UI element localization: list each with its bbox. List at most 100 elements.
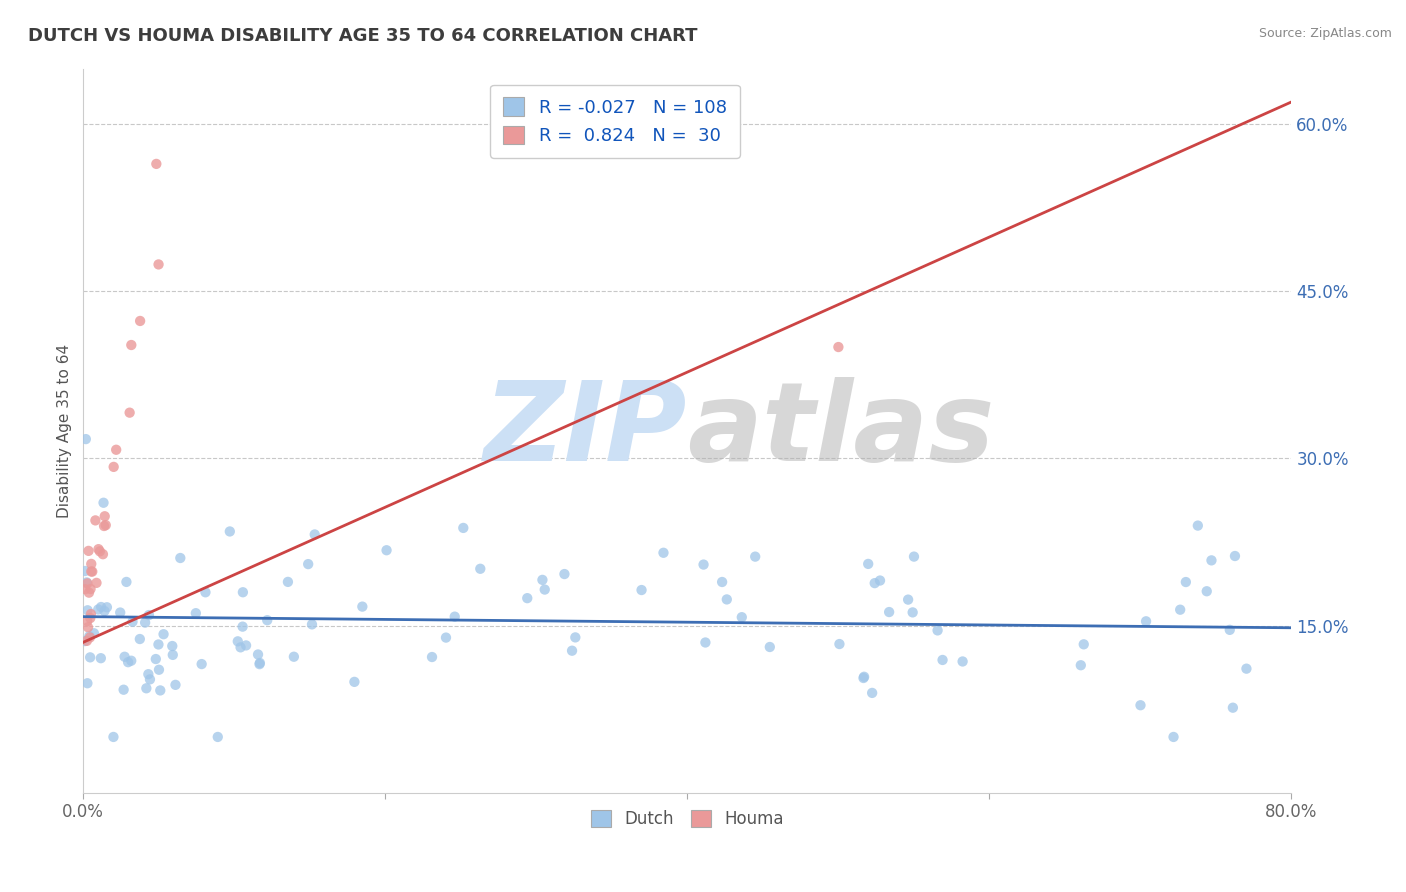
Point — [87, 602, 110, 616]
Point — [1168, 603, 1191, 617]
Point — [93, 519, 115, 533]
Point — [1073, 637, 1095, 651]
Point — [76, 614, 98, 628]
Point — [83, 626, 105, 640]
Point — [148, 257, 170, 271]
Point — [103, 459, 125, 474]
Point — [93, 604, 115, 618]
Point — [235, 639, 257, 653]
Point — [93, 509, 115, 524]
Point — [108, 606, 131, 620]
Point — [90, 651, 112, 665]
Point — [901, 606, 924, 620]
Point — [652, 546, 675, 560]
Point — [149, 683, 172, 698]
Point — [1174, 575, 1197, 590]
Point — [165, 678, 187, 692]
Point — [453, 521, 475, 535]
Point — [121, 615, 143, 629]
Point — [80, 565, 103, 579]
Text: DUTCH VS HOUMA DISABILITY AGE 35 TO 64 CORRELATION CHART: DUTCH VS HOUMA DISABILITY AGE 35 TO 64 C… — [28, 27, 697, 45]
Point — [1236, 662, 1258, 676]
Point — [103, 730, 125, 744]
Point — [1219, 623, 1241, 637]
Point — [86, 575, 108, 590]
Point — [80, 607, 103, 621]
Point — [897, 592, 920, 607]
Point — [134, 615, 156, 630]
Point — [105, 442, 128, 457]
Point — [301, 617, 323, 632]
Point — [79, 611, 101, 625]
Point — [744, 549, 766, 564]
Point — [93, 496, 115, 510]
Point — [114, 649, 136, 664]
Point — [1070, 658, 1092, 673]
Point — [375, 543, 398, 558]
Point — [952, 655, 974, 669]
Point — [420, 650, 443, 665]
Point — [184, 606, 207, 620]
Point — [162, 639, 184, 653]
Point — [531, 573, 554, 587]
Text: Source: ZipAtlas.com: Source: ZipAtlas.com — [1258, 27, 1392, 40]
Point — [117, 655, 139, 669]
Point — [304, 527, 326, 541]
Point — [79, 631, 101, 645]
Point — [89, 544, 111, 558]
Point — [1222, 700, 1244, 714]
Point — [860, 686, 883, 700]
Point — [877, 605, 900, 619]
Point — [630, 582, 652, 597]
Point — [152, 627, 174, 641]
Point — [226, 634, 249, 648]
Point — [96, 600, 118, 615]
Point — [443, 609, 465, 624]
Point — [138, 608, 160, 623]
Point — [120, 338, 142, 352]
Point — [1187, 518, 1209, 533]
Point — [207, 730, 229, 744]
Point — [711, 574, 734, 589]
Point — [135, 681, 157, 696]
Point — [1163, 730, 1185, 744]
Point — [863, 576, 886, 591]
Point — [1129, 698, 1152, 713]
Point — [828, 637, 851, 651]
Point — [145, 652, 167, 666]
Point — [77, 620, 100, 634]
Point — [470, 562, 492, 576]
Point — [218, 524, 240, 539]
Point — [148, 663, 170, 677]
Point — [931, 653, 953, 667]
Point — [533, 582, 555, 597]
Point — [561, 643, 583, 657]
Point — [716, 592, 738, 607]
Point — [118, 406, 141, 420]
Point — [1135, 615, 1157, 629]
Legend: Dutch, Houma: Dutch, Houma — [585, 804, 790, 835]
Point — [695, 635, 717, 649]
Point — [112, 682, 135, 697]
Point — [869, 574, 891, 588]
Point — [162, 648, 184, 662]
Point — [80, 557, 103, 571]
Point — [277, 574, 299, 589]
Point — [73, 634, 96, 648]
Point — [76, 676, 98, 690]
Point — [75, 432, 97, 446]
Point — [1195, 584, 1218, 599]
Point — [827, 340, 849, 354]
Point — [76, 633, 98, 648]
Point — [232, 620, 254, 634]
Point — [139, 673, 162, 687]
Point — [352, 599, 374, 614]
Point — [1223, 549, 1246, 563]
Point — [283, 649, 305, 664]
Point — [903, 549, 925, 564]
Point — [249, 656, 271, 670]
Point — [853, 670, 876, 684]
Point — [145, 157, 167, 171]
Y-axis label: Disability Age 35 to 64: Disability Age 35 to 64 — [58, 343, 72, 517]
Point — [84, 513, 107, 527]
